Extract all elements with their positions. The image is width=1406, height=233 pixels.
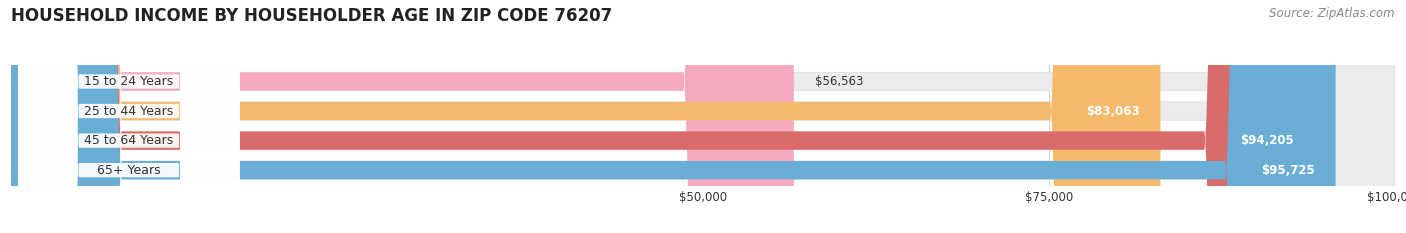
FancyBboxPatch shape [11,0,1336,233]
Text: $94,205: $94,205 [1240,134,1294,147]
FancyBboxPatch shape [11,0,1315,233]
Text: HOUSEHOLD INCOME BY HOUSEHOLDER AGE IN ZIP CODE 76207: HOUSEHOLD INCOME BY HOUSEHOLDER AGE IN Z… [11,7,613,25]
FancyBboxPatch shape [11,0,794,233]
FancyBboxPatch shape [18,0,239,233]
FancyBboxPatch shape [11,0,1395,233]
Text: 15 to 24 Years: 15 to 24 Years [84,75,173,88]
Text: $83,063: $83,063 [1085,105,1140,117]
Text: $95,725: $95,725 [1261,164,1315,177]
Text: Source: ZipAtlas.com: Source: ZipAtlas.com [1270,7,1395,20]
Text: 65+ Years: 65+ Years [97,164,160,177]
FancyBboxPatch shape [11,0,1160,233]
FancyBboxPatch shape [11,0,1395,233]
FancyBboxPatch shape [11,0,1395,233]
Text: 25 to 44 Years: 25 to 44 Years [84,105,173,117]
Text: 45 to 64 Years: 45 to 64 Years [84,134,173,147]
FancyBboxPatch shape [18,0,239,233]
Text: $56,563: $56,563 [814,75,863,88]
FancyBboxPatch shape [18,0,239,233]
FancyBboxPatch shape [11,0,1395,233]
FancyBboxPatch shape [18,0,239,233]
